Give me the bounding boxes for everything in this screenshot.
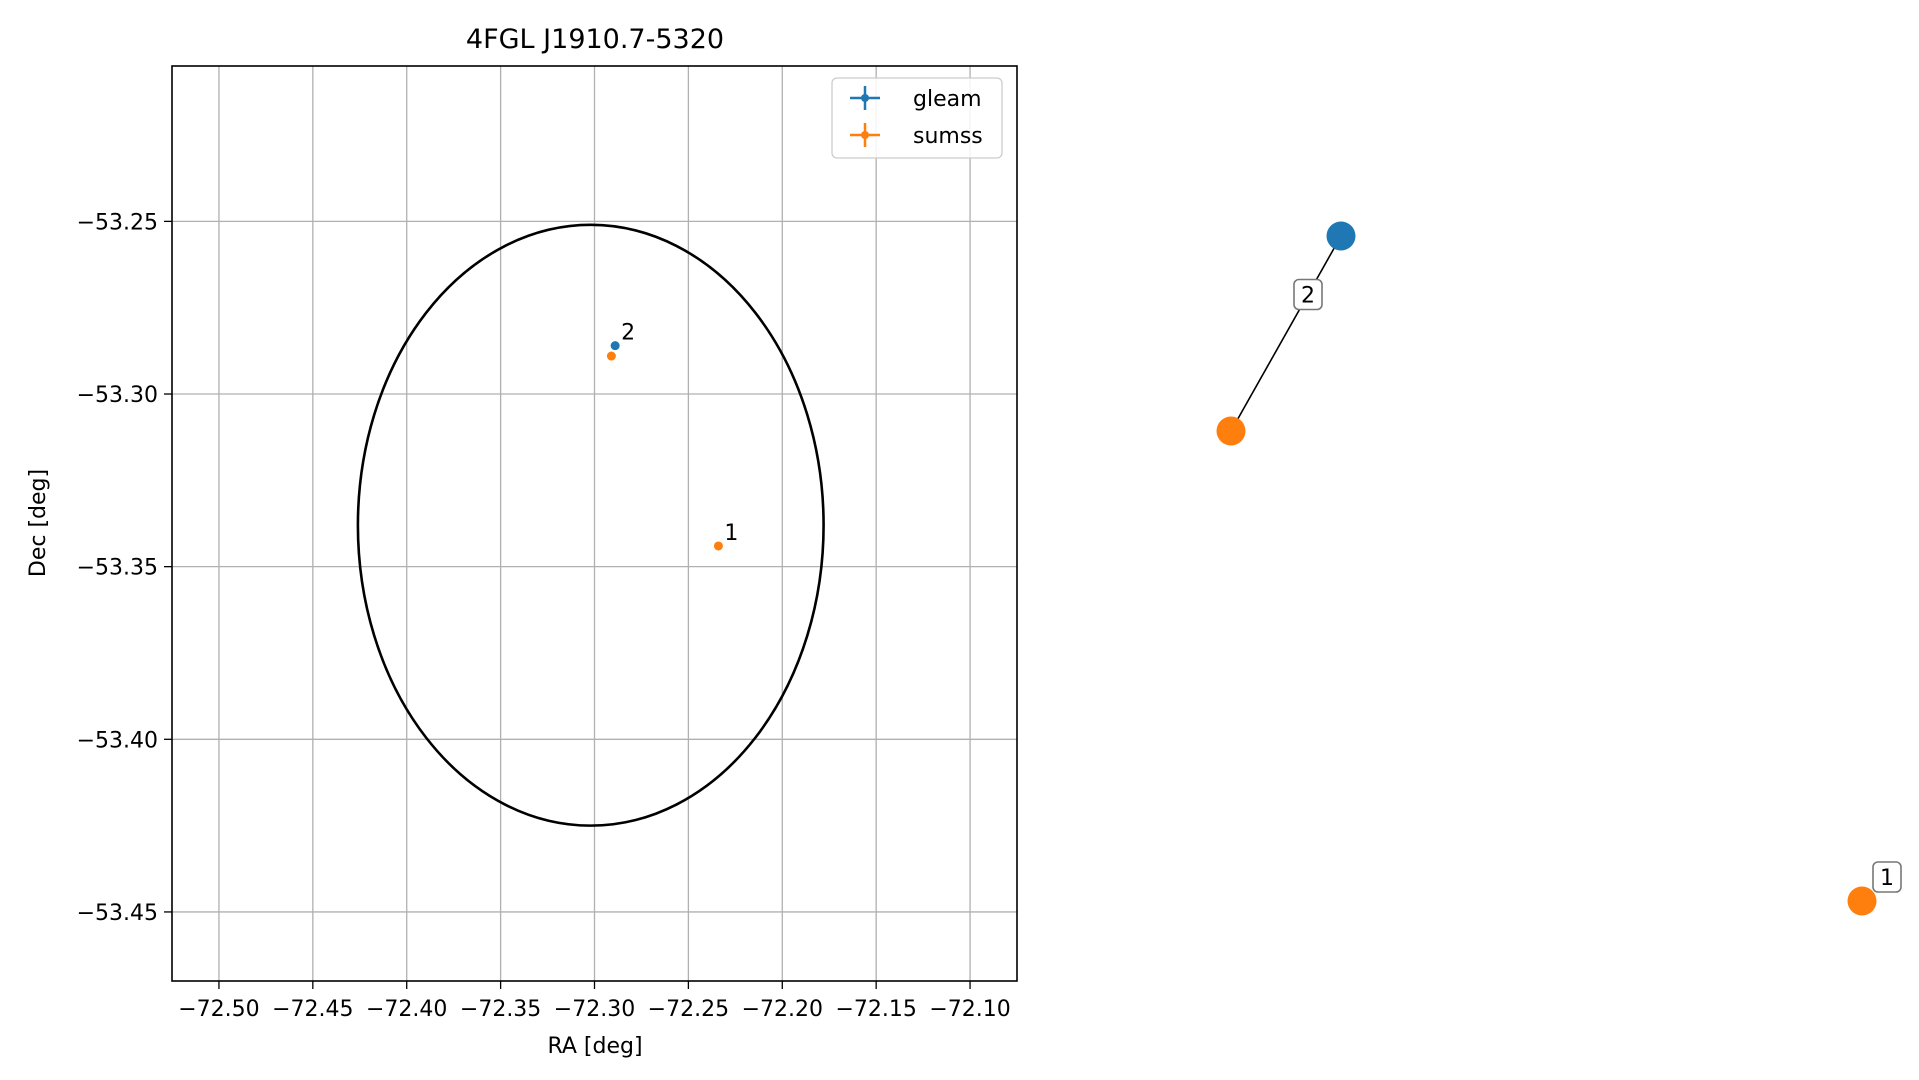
point-label: 2 <box>621 321 635 346</box>
x-tick-label: −72.20 <box>742 997 823 1022</box>
y-tick-label: −53.40 <box>77 728 158 753</box>
node-label-box <box>1872 861 1902 893</box>
graph-edge <box>1230 235 1342 432</box>
edge-label-box <box>1293 278 1323 311</box>
legend-label: sumss <box>913 124 983 149</box>
y-tick-label: −53.30 <box>77 383 158 408</box>
x-axis-label: RA [deg] <box>547 1034 642 1059</box>
x-tick-label: −72.45 <box>272 997 353 1022</box>
y-axis-label: Dec [deg] <box>26 469 51 577</box>
x-tick-label: −72.40 <box>366 997 447 1022</box>
x-tick-label: −72.25 <box>648 997 729 1022</box>
localization-ellipse <box>356 223 825 827</box>
point-label: 1 <box>724 521 738 546</box>
ellipse-layer <box>356 223 825 827</box>
legend-marker-dot <box>861 94 869 102</box>
graph-node <box>1326 221 1356 251</box>
node-label: 1 <box>1872 861 1902 893</box>
x-tick-label: −72.15 <box>835 997 916 1022</box>
x-axis-ticks: −72.50 −72.45 −72.40 −72.35 −72.30 −72.25 −72.… <box>178 981 1011 1022</box>
sumss-point <box>606 351 616 361</box>
edge-label: 2 <box>1293 278 1323 311</box>
edge-label-text: 2 <box>1301 284 1315 309</box>
points-layer: 21 <box>606 321 738 551</box>
graph-node <box>1216 416 1246 446</box>
legend-marker-dot <box>861 131 869 139</box>
sumss-point <box>713 541 723 551</box>
y-tick-label: −53.35 <box>77 556 158 581</box>
legend: gleam sumss <box>831 77 1003 159</box>
x-tick-label: −72.35 <box>460 997 541 1022</box>
chart-title: 4FGL J1910.7-5320 <box>466 24 724 55</box>
graph-node <box>1847 886 1877 916</box>
y-tick-label: −53.45 <box>77 901 158 926</box>
y-axis-ticks: −53.25 −53.30 −53.35 −53.40 −53.45 <box>77 210 172 926</box>
scatter-plot: 4FGL J1910.7-5320 21 −72.50 −72.45 −72.40−… <box>26 24 1018 1059</box>
x-tick-label: −72.50 <box>178 997 259 1022</box>
gleam-point <box>610 341 620 351</box>
x-tick-label: −72.10 <box>929 997 1010 1022</box>
grid <box>172 66 1017 981</box>
node-label-text: 1 <box>1880 866 1894 891</box>
y-tick-label: −53.25 <box>77 210 158 235</box>
network-graph: 21 <box>1216 221 1902 916</box>
legend-label: gleam <box>913 87 982 112</box>
x-tick-label: −72.30 <box>554 997 635 1022</box>
